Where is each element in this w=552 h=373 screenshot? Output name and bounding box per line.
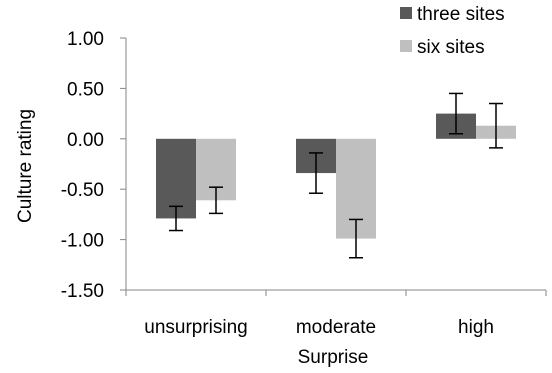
- bars: [156, 113, 516, 239]
- error-bars: [169, 92, 503, 259]
- x-category-label: high: [458, 317, 494, 338]
- y-tick-label: 0.50: [67, 79, 104, 100]
- x-axis-title: Surprise: [298, 347, 369, 368]
- legend-swatch: [400, 7, 412, 19]
- y-tick-label: 1.00: [67, 29, 104, 50]
- y-axis: 1.00 0.50 0.00 -0.50 -1.00 -1.50: [61, 29, 127, 302]
- y-tick-label: -1.00: [61, 231, 104, 252]
- y-axis-title: Culture rating: [15, 109, 36, 223]
- legend-label: three sites: [417, 4, 505, 25]
- bar: [156, 138, 196, 219]
- y-tick-label: 0.00: [67, 130, 104, 151]
- y-tick-label: -1.50: [61, 281, 104, 302]
- legend-label: six sites: [417, 37, 485, 58]
- legend: three sites six sites: [400, 4, 505, 58]
- y-tick-label: -0.50: [61, 180, 104, 201]
- x-category-label: moderate: [296, 317, 376, 338]
- x-axis: unsurprising moderate high: [125, 289, 547, 338]
- x-category-label: unsurprising: [144, 317, 248, 338]
- legend-swatch: [400, 40, 412, 52]
